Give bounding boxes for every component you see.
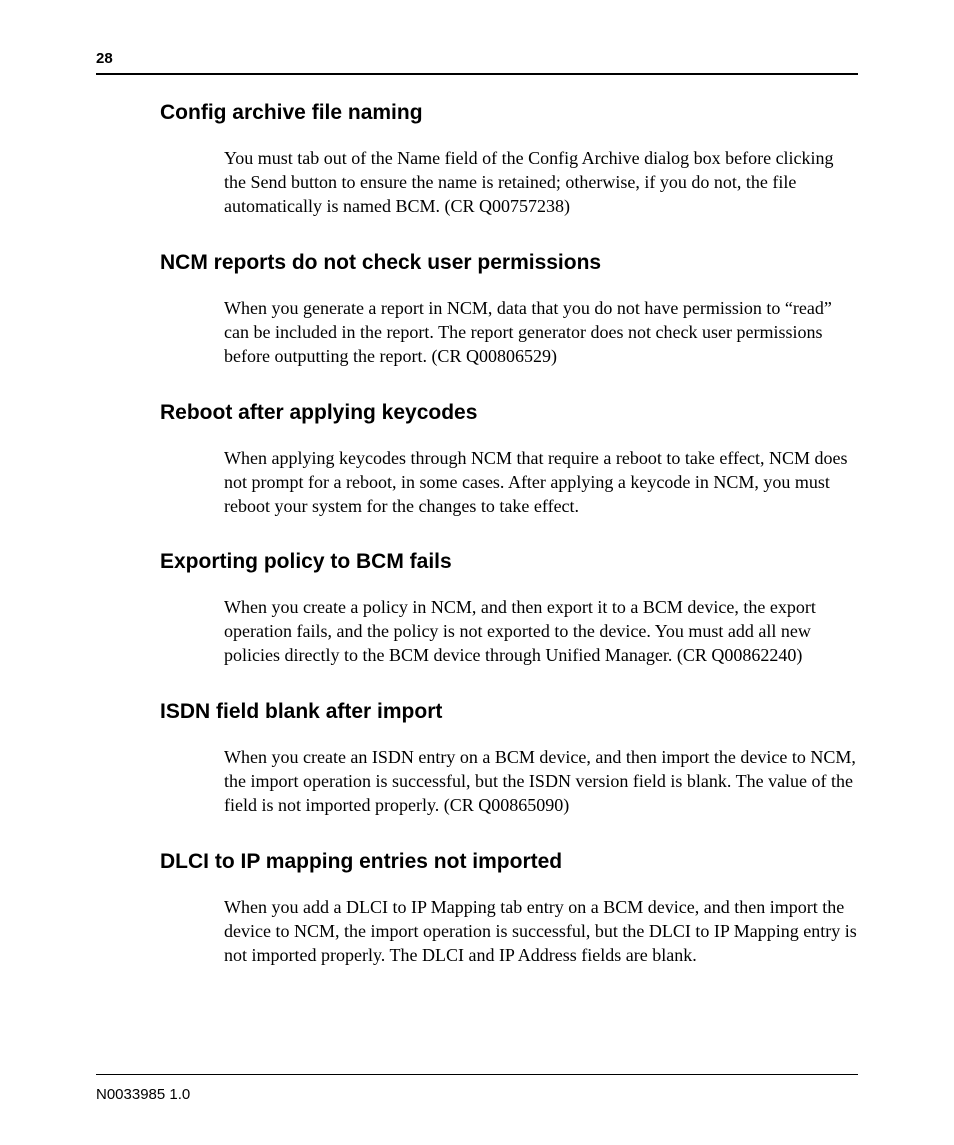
- bottom-rule: [96, 1074, 858, 1075]
- section-heading: Config archive file naming: [160, 101, 858, 125]
- section-heading: NCM reports do not check user permission…: [160, 251, 858, 275]
- page-number: 28: [96, 50, 858, 67]
- section-body: When you create a policy in NCM, and the…: [224, 596, 858, 668]
- section-body: When you generate a report in NCM, data …: [224, 297, 858, 369]
- section-body: You must tab out of the Name field of th…: [224, 147, 858, 219]
- section-heading: Exporting policy to BCM fails: [160, 550, 858, 574]
- section-heading: Reboot after applying keycodes: [160, 401, 858, 425]
- document-id: N0033985 1.0: [96, 1086, 190, 1103]
- section-body: When applying keycodes through NCM that …: [224, 447, 858, 519]
- section-body: When you create an ISDN entry on a BCM d…: [224, 746, 858, 818]
- top-rule: [96, 73, 858, 75]
- section-heading: DLCI to IP mapping entries not imported: [160, 850, 858, 874]
- document-page: 28 Config archive file naming You must t…: [0, 0, 954, 1145]
- page-content: Config archive file naming You must tab …: [96, 101, 858, 968]
- section-body: When you add a DLCI to IP Mapping tab en…: [224, 896, 858, 968]
- section-heading: ISDN field blank after import: [160, 700, 858, 724]
